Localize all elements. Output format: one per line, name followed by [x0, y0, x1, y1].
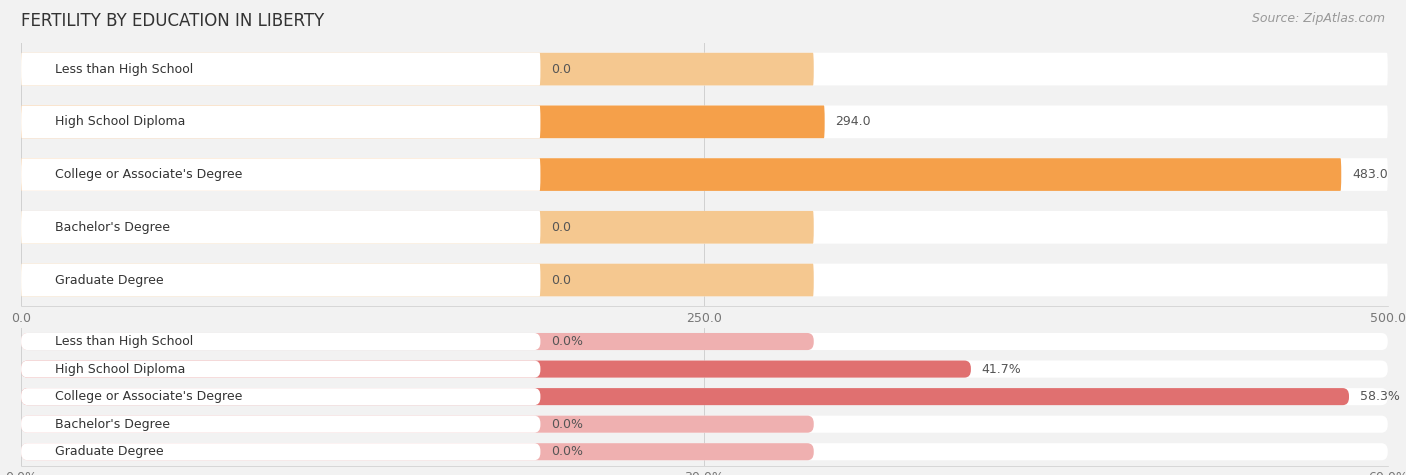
Text: 0.0: 0.0 — [551, 274, 571, 286]
FancyBboxPatch shape — [21, 53, 540, 86]
FancyBboxPatch shape — [21, 211, 540, 244]
FancyBboxPatch shape — [21, 53, 1388, 86]
Text: 0.0%: 0.0% — [551, 445, 583, 458]
FancyBboxPatch shape — [21, 388, 540, 405]
Text: FERTILITY BY EDUCATION IN LIBERTY: FERTILITY BY EDUCATION IN LIBERTY — [21, 12, 325, 30]
Text: Graduate Degree: Graduate Degree — [55, 445, 165, 458]
FancyBboxPatch shape — [21, 264, 1388, 296]
Text: High School Diploma: High School Diploma — [55, 362, 186, 376]
Text: Bachelor's Degree: Bachelor's Degree — [55, 418, 170, 431]
FancyBboxPatch shape — [21, 361, 1388, 378]
FancyBboxPatch shape — [21, 53, 814, 86]
FancyBboxPatch shape — [21, 416, 814, 433]
Text: 58.3%: 58.3% — [1360, 390, 1400, 403]
FancyBboxPatch shape — [21, 388, 1388, 405]
FancyBboxPatch shape — [21, 105, 540, 138]
FancyBboxPatch shape — [21, 264, 540, 296]
Text: 0.0%: 0.0% — [551, 335, 583, 348]
FancyBboxPatch shape — [21, 361, 972, 378]
Text: Source: ZipAtlas.com: Source: ZipAtlas.com — [1251, 12, 1385, 25]
Text: Graduate Degree: Graduate Degree — [55, 274, 165, 286]
Text: 483.0: 483.0 — [1353, 168, 1388, 181]
FancyBboxPatch shape — [21, 105, 825, 138]
Text: 294.0: 294.0 — [835, 115, 872, 128]
Text: 0.0: 0.0 — [551, 63, 571, 76]
FancyBboxPatch shape — [21, 416, 1388, 433]
Text: Less than High School: Less than High School — [55, 335, 194, 348]
FancyBboxPatch shape — [21, 443, 1388, 460]
FancyBboxPatch shape — [21, 158, 1388, 191]
FancyBboxPatch shape — [21, 388, 1348, 405]
FancyBboxPatch shape — [21, 361, 540, 378]
FancyBboxPatch shape — [21, 333, 1388, 350]
FancyBboxPatch shape — [21, 105, 1388, 138]
FancyBboxPatch shape — [21, 158, 1341, 191]
Text: College or Associate's Degree: College or Associate's Degree — [55, 168, 243, 181]
FancyBboxPatch shape — [21, 443, 540, 460]
FancyBboxPatch shape — [21, 211, 814, 244]
FancyBboxPatch shape — [21, 264, 814, 296]
FancyBboxPatch shape — [21, 416, 540, 433]
Text: 41.7%: 41.7% — [981, 362, 1022, 376]
FancyBboxPatch shape — [21, 333, 814, 350]
Text: 0.0%: 0.0% — [551, 418, 583, 431]
Text: High School Diploma: High School Diploma — [55, 115, 186, 128]
Text: Less than High School: Less than High School — [55, 63, 194, 76]
FancyBboxPatch shape — [21, 443, 814, 460]
FancyBboxPatch shape — [21, 333, 540, 350]
FancyBboxPatch shape — [21, 158, 540, 191]
Text: College or Associate's Degree: College or Associate's Degree — [55, 390, 243, 403]
FancyBboxPatch shape — [21, 211, 1388, 244]
Text: Bachelor's Degree: Bachelor's Degree — [55, 221, 170, 234]
Text: 0.0: 0.0 — [551, 221, 571, 234]
